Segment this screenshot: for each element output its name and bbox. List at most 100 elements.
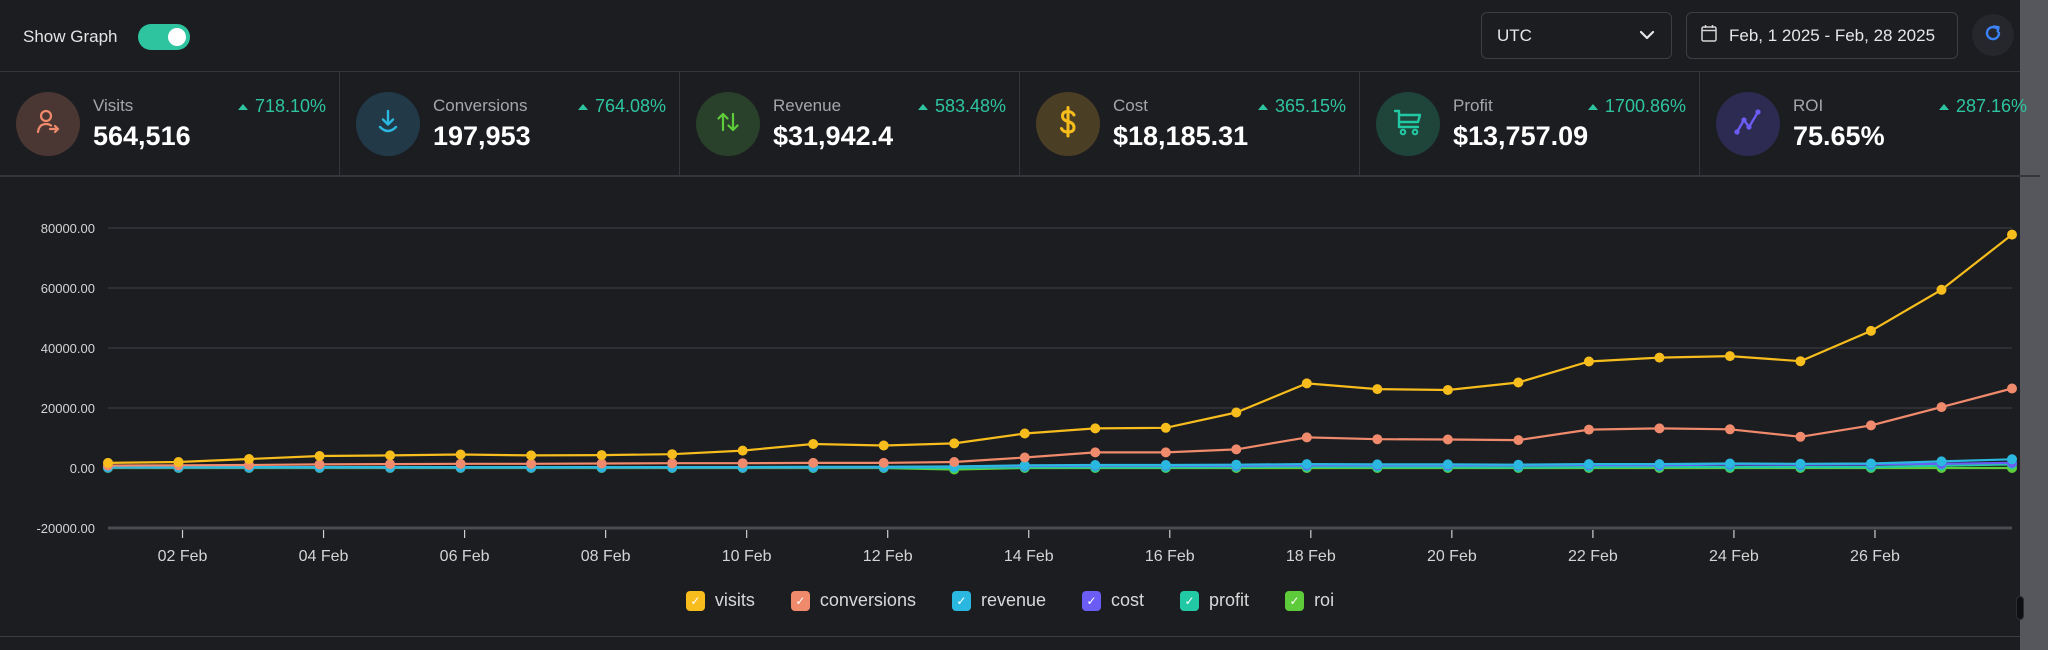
stat-value: 564,516	[93, 121, 191, 151]
trend-up-icon	[577, 103, 588, 110]
data-point-visits	[2007, 229, 2017, 240]
legend-item-roi[interactable]: ✓ roi	[1285, 590, 1334, 611]
grid-layer	[108, 227, 2012, 530]
data-point-visits	[526, 450, 537, 461]
page-scrollbar[interactable]	[2020, 0, 2048, 650]
stat-card-cost[interactable]: Cost $18,185.31 365.15%	[1020, 72, 1360, 175]
checkbox-checked-icon[interactable]: ✓	[951, 590, 971, 611]
chart-scroll-handle[interactable]	[2016, 596, 2024, 620]
data-point-visits	[173, 457, 184, 467]
x-tick-label: 04 Feb	[299, 548, 349, 565]
x-tick-label: 16 Feb	[1145, 548, 1195, 565]
dollar-icon	[1053, 105, 1083, 144]
show-graph-toggle[interactable]	[137, 24, 190, 50]
legend-item-visits[interactable]: ✓ visits	[685, 590, 755, 611]
series-conversions	[103, 383, 2017, 471]
legend-item-cost[interactable]: ✓ cost	[1082, 590, 1144, 611]
refresh-button[interactable]	[1972, 14, 2014, 56]
data-point-conversions	[1160, 447, 1171, 458]
show-graph-control: Show Graph	[23, 24, 190, 50]
x-tick-label: 24 Feb	[1709, 548, 1759, 565]
stat-card-roi[interactable]: ROI 75.65% 287.16%	[1700, 72, 2040, 175]
stat-value: 75.65%	[1793, 121, 1885, 151]
stat-change-value: 1700.86%	[1604, 96, 1686, 116]
data-point-conversions	[1301, 432, 1312, 443]
legend-item-conversions[interactable]: ✓ conversions	[790, 590, 916, 611]
stat-value: $18,185.31	[1113, 121, 1249, 151]
data-point-revenue	[1936, 456, 1947, 467]
data-point-conversions	[385, 459, 396, 470]
legend-item-revenue[interactable]: ✓ revenue	[951, 590, 1047, 611]
data-point-conversions	[314, 459, 325, 470]
checkbox-checked-icon[interactable]: ✓	[685, 590, 705, 611]
stat-change: 583.48%	[917, 96, 1006, 117]
trend-up-icon	[1257, 103, 1268, 110]
data-point-visits	[667, 449, 678, 460]
series-visits	[103, 229, 2017, 468]
stat-card-conversions[interactable]: Conversions 197,953 764.08%	[340, 72, 680, 175]
divider	[0, 636, 2020, 637]
checkbox-checked-icon[interactable]: ✓	[1180, 590, 1200, 611]
data-point-visits	[596, 450, 607, 461]
data-point-revenue	[1795, 458, 1806, 469]
stat-card-profit[interactable]: Profit $13,757.09 1700.86%	[1360, 72, 1700, 175]
data-point-conversions	[1090, 447, 1101, 458]
data-point-visits	[808, 439, 819, 449]
data-point-visits	[455, 449, 466, 460]
data-point-revenue	[1301, 459, 1312, 470]
calendar-icon	[1701, 24, 1717, 47]
series-layer	[103, 229, 2017, 475]
trend-up-icon	[237, 103, 248, 110]
data-point-visits	[244, 454, 255, 464]
stat-card-visits[interactable]: Visits 564,516 718.10%	[0, 72, 340, 175]
data-point-conversions	[1724, 424, 1735, 435]
trend-line-icon	[1732, 106, 1764, 143]
data-point-visits	[1936, 284, 1947, 295]
stat-change: 365.15%	[1257, 96, 1346, 117]
data-point-revenue	[1160, 460, 1171, 470]
stat-value: 197,953	[433, 121, 531, 151]
series-line-conversions	[107, 387, 2013, 467]
data-point-conversions	[1583, 424, 1594, 435]
data-point-revenue	[1654, 459, 1665, 470]
data-point-visits	[1231, 407, 1242, 418]
stat-icon-bg	[356, 92, 420, 156]
data-point-revenue	[1724, 458, 1735, 469]
y-tick-label: 0.00	[70, 461, 95, 476]
date-range-value: Feb, 1 2025 - Feb, 28 2025	[1729, 25, 1936, 45]
checkbox-checked-icon[interactable]: ✓	[1285, 590, 1305, 611]
date-range-picker[interactable]: Feb, 1 2025 - Feb, 28 2025	[1686, 12, 1958, 59]
series-line-visits	[107, 233, 2013, 464]
x-tick-label: 18 Feb	[1286, 548, 1336, 565]
stat-label: Visits	[93, 96, 134, 115]
legend-label: revenue	[980, 590, 1047, 610]
data-point-visits	[1442, 385, 1453, 395]
stat-label: Profit	[1453, 96, 1493, 115]
data-point-conversions	[1442, 434, 1453, 445]
data-point-conversions	[526, 458, 537, 469]
stat-change: 764.08%	[577, 96, 666, 117]
stat-card-revenue[interactable]: Revenue $31,942.4 583.48%	[680, 72, 1020, 175]
data-point-conversions	[596, 458, 607, 469]
stat-change: 1700.86%	[1587, 96, 1686, 117]
user-arrow-icon	[33, 107, 63, 142]
toggle-knob	[167, 28, 186, 46]
x-tick-label: 12 Feb	[863, 548, 913, 565]
stats-row: Visits 564,516 718.10% Conversions 197,9…	[0, 72, 2040, 177]
stat-icon-bg	[1036, 92, 1100, 156]
data-point-conversions	[737, 458, 748, 469]
data-point-revenue	[1442, 459, 1453, 470]
data-point-conversions	[1019, 452, 1030, 463]
timezone-select[interactable]: UTC	[1481, 12, 1672, 59]
arrows-up-down-icon	[713, 107, 743, 142]
x-tick-label: 22 Feb	[1568, 548, 1618, 565]
data-point-conversions	[455, 458, 466, 469]
refresh-icon	[1983, 23, 2003, 48]
legend-item-profit[interactable]: ✓ profit	[1180, 590, 1249, 611]
checkbox-checked-icon[interactable]: ✓	[790, 590, 810, 611]
chart-legend: ✓ visits ✓ conversions ✓ revenue ✓ cost ✓ profit ✓…	[0, 590, 2020, 611]
data-point-conversions	[1795, 431, 1806, 442]
cart-icon	[1392, 107, 1424, 142]
data-point-revenue	[1231, 459, 1242, 470]
checkbox-checked-icon[interactable]: ✓	[1082, 590, 1102, 611]
